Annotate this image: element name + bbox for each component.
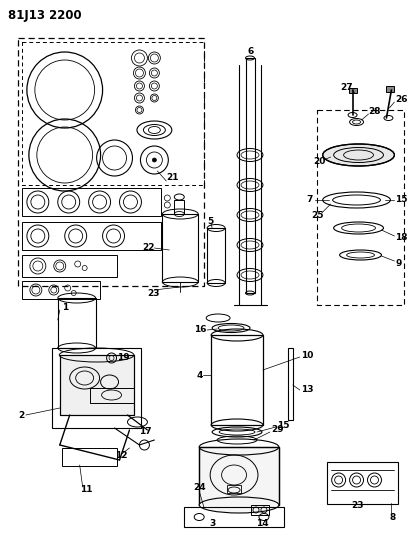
Ellipse shape: [199, 497, 279, 513]
Text: 18: 18: [395, 233, 408, 243]
Bar: [90, 388, 134, 403]
Bar: [22, 42, 204, 185]
Text: 2: 2: [18, 410, 24, 419]
Bar: [227, 485, 241, 493]
Bar: [60, 355, 134, 415]
Bar: [52, 348, 141, 428]
Text: 1: 1: [62, 303, 68, 311]
Circle shape: [152, 158, 156, 162]
Text: 28: 28: [369, 108, 381, 117]
Bar: [184, 507, 284, 527]
Text: 4: 4: [196, 370, 203, 379]
Bar: [22, 188, 162, 216]
Text: 5: 5: [207, 217, 213, 227]
Text: 8: 8: [390, 513, 396, 522]
Bar: [349, 88, 357, 93]
Bar: [60, 355, 134, 415]
Text: 14: 14: [256, 519, 269, 528]
Bar: [22, 281, 99, 299]
Bar: [251, 505, 269, 515]
Text: 20: 20: [314, 157, 326, 166]
Bar: [174, 200, 184, 214]
Text: 26: 26: [395, 95, 408, 104]
Text: 12: 12: [115, 451, 127, 461]
Text: 29: 29: [271, 425, 284, 434]
Text: 13: 13: [301, 385, 313, 394]
Bar: [199, 447, 279, 505]
Text: 11: 11: [80, 486, 92, 495]
Bar: [246, 58, 255, 293]
Text: 81J13 2200: 81J13 2200: [8, 9, 82, 21]
Bar: [211, 335, 263, 425]
Bar: [22, 255, 117, 277]
Text: 21: 21: [166, 174, 179, 182]
Text: 17: 17: [139, 427, 152, 437]
Bar: [317, 110, 404, 305]
Text: 23: 23: [148, 288, 160, 297]
Text: 9: 9: [395, 259, 402, 268]
Text: 15: 15: [395, 196, 408, 205]
Bar: [288, 348, 293, 420]
Ellipse shape: [323, 144, 395, 166]
Text: 25: 25: [312, 211, 324, 220]
Text: 7: 7: [307, 196, 313, 205]
Text: 10: 10: [301, 351, 313, 359]
Text: 15: 15: [277, 421, 289, 430]
Bar: [327, 462, 398, 504]
Bar: [18, 38, 204, 286]
Bar: [207, 228, 225, 283]
Text: 27: 27: [340, 84, 353, 93]
Text: 24: 24: [193, 483, 206, 492]
Bar: [386, 86, 395, 92]
Text: 16: 16: [194, 326, 207, 335]
Text: 6: 6: [247, 47, 253, 56]
Bar: [62, 448, 117, 466]
Bar: [162, 214, 198, 282]
Text: 3: 3: [209, 519, 215, 528]
Text: 23: 23: [351, 500, 364, 510]
Text: 22: 22: [143, 244, 155, 253]
Bar: [58, 298, 96, 348]
Text: 19: 19: [118, 353, 130, 362]
Bar: [22, 222, 162, 250]
Bar: [199, 447, 279, 505]
